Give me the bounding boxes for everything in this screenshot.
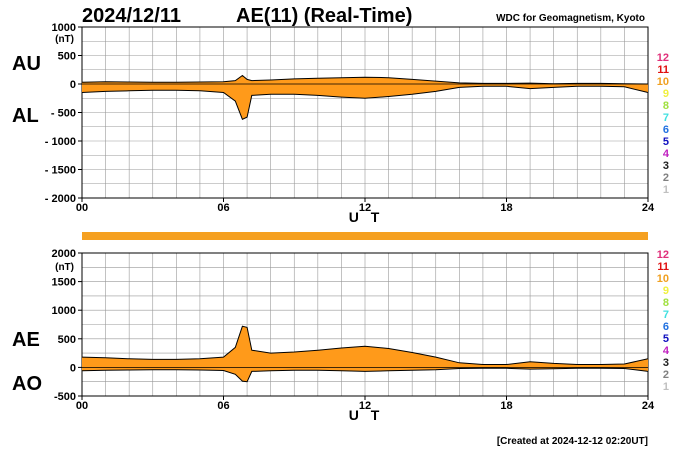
- date-label: 2024/12/11: [82, 5, 181, 27]
- x-tick-label: 06: [217, 400, 229, 412]
- legend-item-6: 6: [663, 321, 669, 333]
- figure-title: AE(11) (Real-Time): [236, 5, 412, 27]
- legend-item-8: 8: [663, 297, 669, 309]
- legend-item-3: 3: [663, 357, 669, 369]
- y-tick-label: 1000: [52, 305, 76, 317]
- legend-item-10: 10: [657, 273, 669, 285]
- x-tick-label: 00: [76, 202, 88, 214]
- y-tick-label: - 2000: [45, 193, 76, 205]
- y-tick-label: - 1500: [45, 165, 76, 177]
- unit-label: (nT): [55, 34, 74, 45]
- x-tick-label: 00: [76, 400, 88, 412]
- legend-item-7: 7: [663, 112, 669, 124]
- x-tick-label: 18: [500, 202, 512, 214]
- y-tick-label: 500: [58, 334, 76, 346]
- legend-item-12: 12: [657, 249, 669, 261]
- legend-item-5: 5: [663, 333, 669, 345]
- au-al-panel: AU AL (nT) U T 1000 500 0 - 500 - 1000 - 1500…: [12, 22, 655, 225]
- x-tick-label: 18: [500, 400, 512, 412]
- ae-label: AE: [12, 329, 40, 351]
- legend-item-4: 4: [663, 345, 670, 357]
- legend-item-4: 4: [663, 148, 670, 160]
- y-tick-label: 500: [58, 51, 76, 63]
- legend-item-8: 8: [663, 100, 669, 112]
- al-label: AL: [12, 105, 39, 127]
- separator-bar: [82, 232, 648, 240]
- legend-item-5: 5: [663, 136, 669, 148]
- legend-item-10: 10: [657, 76, 669, 88]
- legend-item-6: 6: [663, 124, 669, 136]
- legend-item-12: 12: [657, 52, 669, 64]
- y-tick-label: 1000: [52, 22, 76, 34]
- series-line-al: [81, 85, 649, 120]
- legend-item-2: 2: [663, 369, 669, 381]
- x-tick-label: 12: [359, 400, 371, 412]
- series-line-au: [81, 74, 649, 85]
- y-tick-label: - 500: [51, 108, 76, 120]
- x-tick-label: 24: [642, 202, 655, 214]
- legend-item-1: 1: [663, 381, 669, 393]
- y-tick-label: 1500: [52, 277, 76, 289]
- unit-label: (nT): [55, 262, 74, 273]
- y-tick-label: - 1000: [45, 136, 76, 148]
- legend-item-2: 2: [663, 172, 669, 184]
- y-tick-label: -500: [54, 391, 76, 403]
- envelope-fill: [82, 75, 648, 120]
- organization-label: WDC for Geomagnetism, Kyoto: [496, 13, 645, 24]
- au-label: AU: [12, 53, 41, 75]
- x-tick-label: 06: [217, 202, 229, 214]
- x-tick-label: 12: [359, 202, 371, 214]
- series-line-ao: [81, 367, 649, 383]
- legend-item-11: 11: [657, 261, 669, 273]
- x-tick-label: 24: [642, 400, 655, 412]
- created-timestamp: [Created at 2024-12-12 02:20UT]: [497, 436, 648, 447]
- legend-item-9: 9: [663, 285, 669, 297]
- y-tick-label: 0: [70, 362, 76, 374]
- x-axis-label: U T: [349, 407, 384, 423]
- ao-label: AO: [12, 373, 42, 395]
- x-axis-label: U T: [349, 209, 384, 225]
- legend-item-11: 11: [657, 64, 669, 76]
- y-tick-label: 0: [70, 79, 76, 91]
- series-line-ae: [81, 325, 649, 365]
- legend-item-3: 3: [663, 160, 669, 172]
- legend-item-7: 7: [663, 309, 669, 321]
- legend-item-1: 1: [663, 184, 669, 196]
- legend-item-9: 9: [663, 88, 669, 100]
- y-tick-label: 2000: [52, 248, 76, 260]
